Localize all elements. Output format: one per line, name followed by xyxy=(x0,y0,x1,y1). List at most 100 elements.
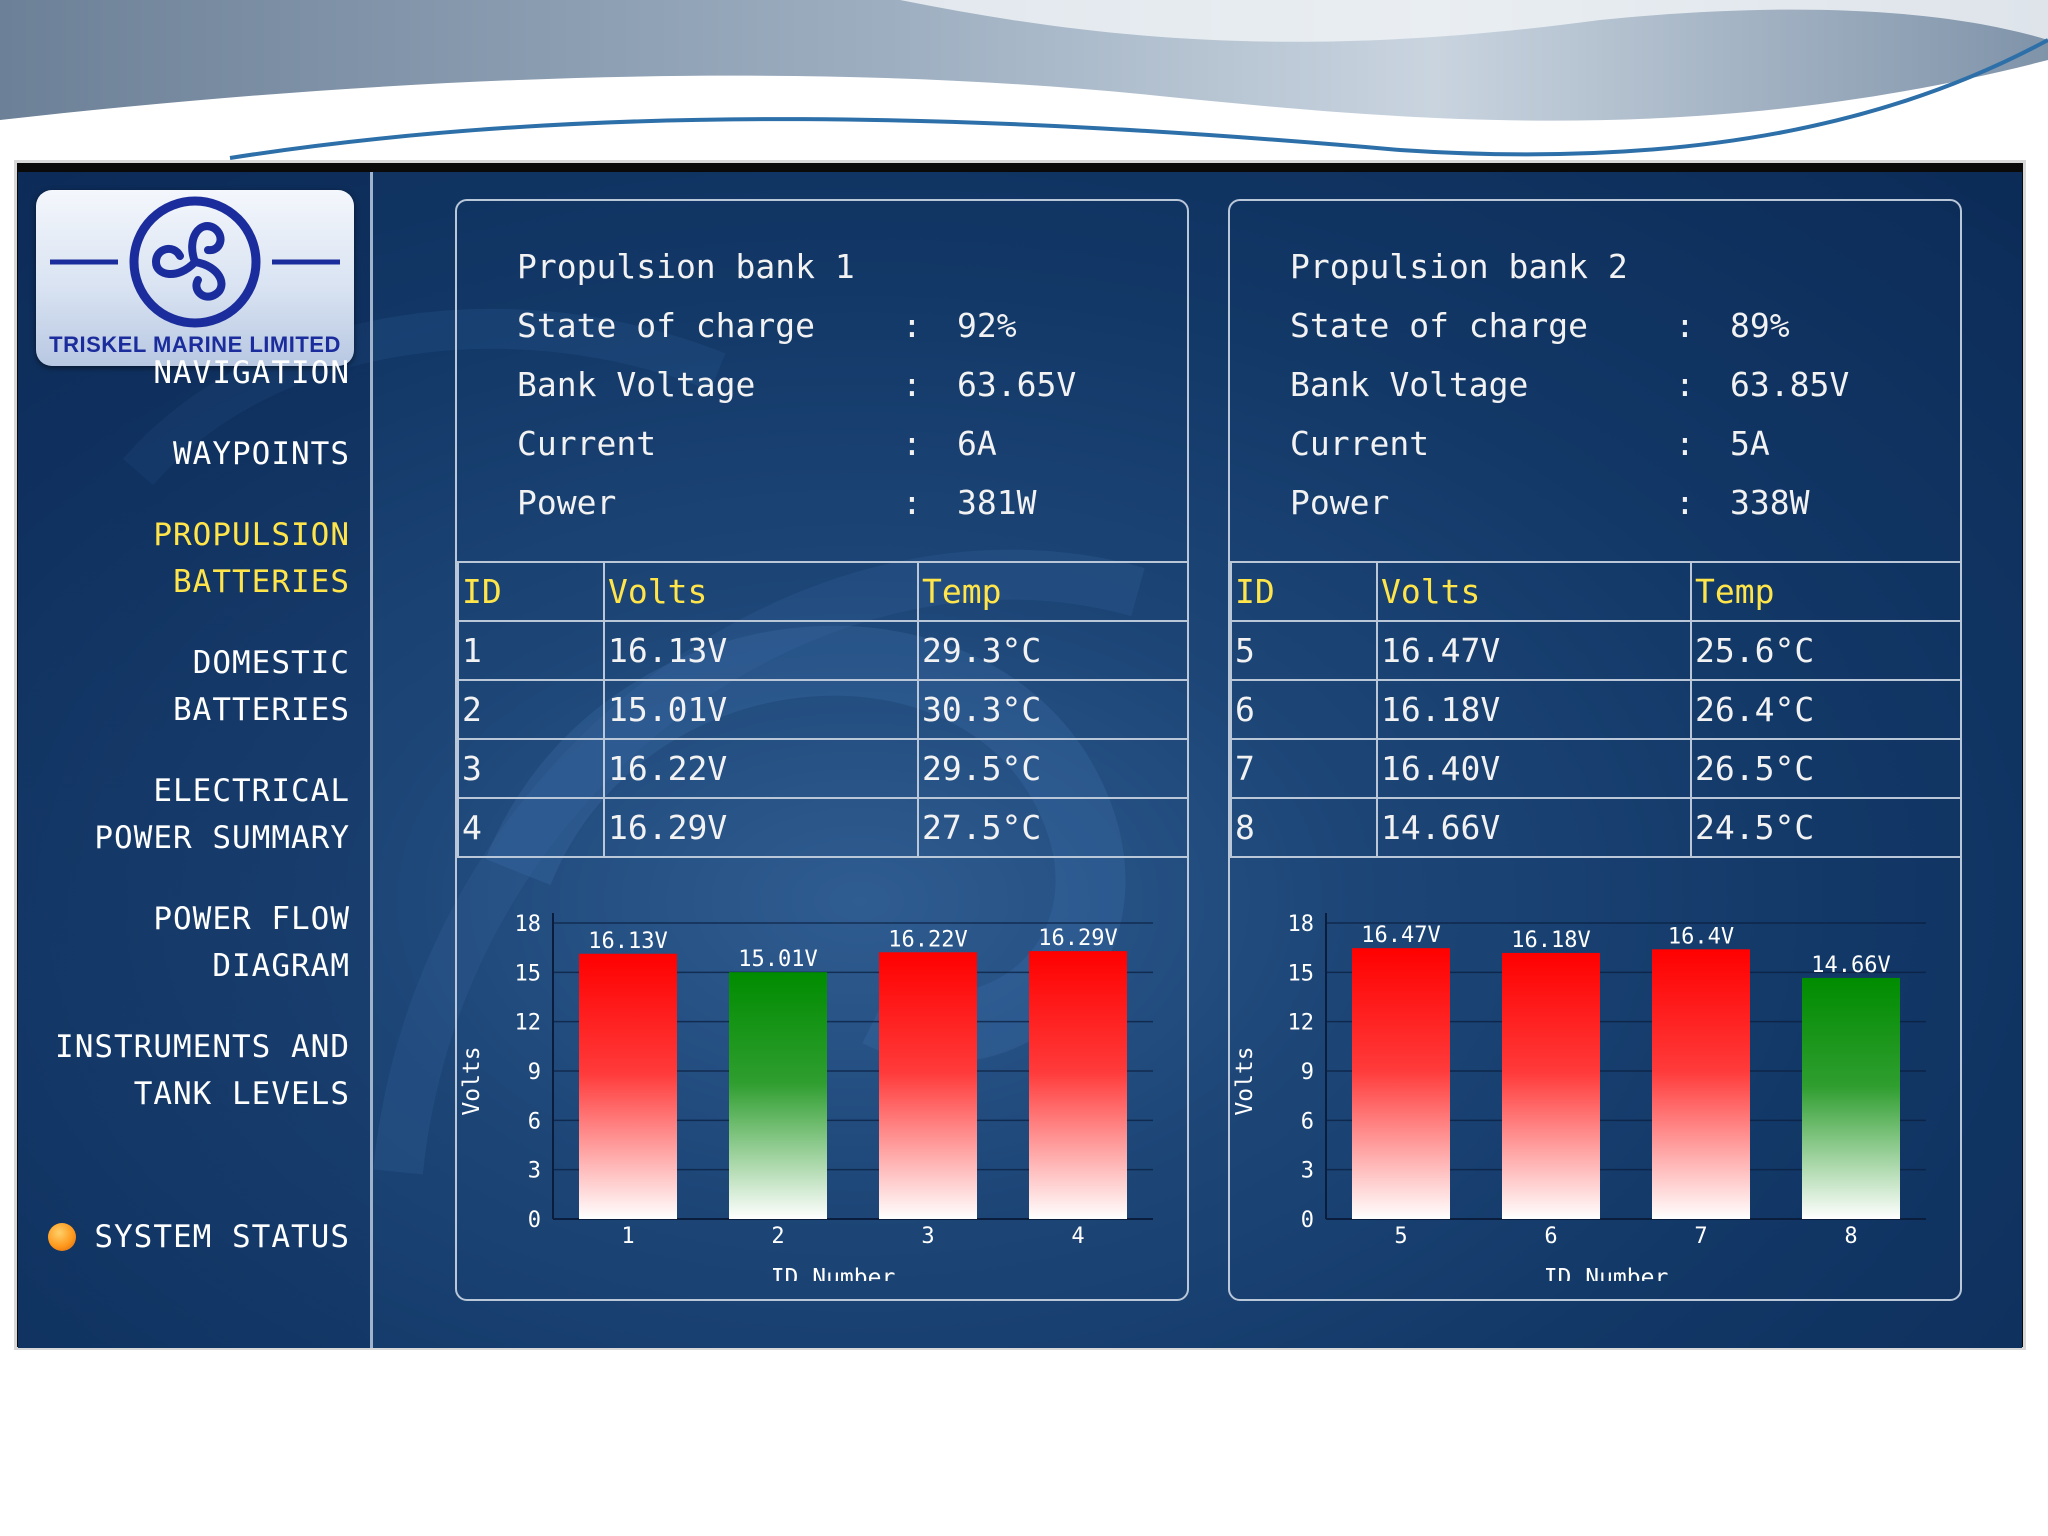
info-label: Bank Voltage xyxy=(517,365,756,404)
state-of-charge-value: 92% xyxy=(957,306,1017,345)
propulsion-batteries-screen: TRISKEL MARINE LIMITED NAVIGATION WAYPOI… xyxy=(18,172,2022,1348)
y-tick-label: 12 xyxy=(1288,1011,1315,1036)
x-tick-label: 5 xyxy=(1394,1224,1407,1249)
cell-volts: 16.22V xyxy=(603,738,919,799)
cell-id: 6 xyxy=(1230,679,1378,740)
cell-volts: 16.18V xyxy=(1376,679,1692,740)
header-banner xyxy=(0,0,2048,160)
power-value: 338W xyxy=(1730,483,1810,522)
column-header-volts: Volts xyxy=(603,561,919,622)
cell-volts: 16.47V xyxy=(1376,620,1692,681)
separator: : xyxy=(902,306,922,345)
nav-navigation[interactable]: NAVIGATION xyxy=(153,355,350,391)
cell-table: ID Volts Temp 1 16.13V 29.3°C 2 15.01V 30.3°… xyxy=(457,561,1189,858)
bar-value-label: 16.4V xyxy=(1668,924,1734,949)
company-name: TRISKEL MARINE LIMITED xyxy=(49,332,341,357)
column-header-id: ID xyxy=(1230,561,1378,622)
cell-temp: 26.5°C xyxy=(1690,738,1962,799)
cell-id: 3 xyxy=(457,738,605,799)
bank-1-voltage-chart: 0 3 6 9 12 15 18 16.13V 1 15.01V 2 16.22V 3 16.29V 4 ID… xyxy=(459,912,1153,1281)
bar-value-label: 16.47V xyxy=(1361,923,1440,948)
x-tick-label: 3 xyxy=(921,1224,934,1249)
x-tick-label: 2 xyxy=(771,1224,784,1249)
bank-2-summary: Propulsion bank 2 State of charge:89% Ba… xyxy=(1290,237,1930,532)
current-value: 6A xyxy=(957,424,997,463)
cell-id: 7 xyxy=(1230,738,1378,799)
column-header-volts: Volts xyxy=(1376,561,1692,622)
nav-propulsion-batteries[interactable]: PROPULSION BATTERIES xyxy=(153,517,350,600)
bank-voltage-value: 63.65V xyxy=(957,365,1077,404)
y-tick-label: 3 xyxy=(528,1159,541,1184)
x-tick-label: 4 xyxy=(1071,1224,1084,1249)
column-header-temp: Temp xyxy=(1690,561,1962,622)
cell-temp: 30.3°C xyxy=(917,679,1189,740)
info-label: Power xyxy=(1290,483,1390,522)
propulsion-bank-1-panel: Propulsion bank 1 State of charge:92% Ba… xyxy=(455,199,1189,1301)
table-row: 8 14.66V 24.5°C xyxy=(1230,797,1962,858)
company-logo: TRISKEL MARINE LIMITED xyxy=(36,190,354,366)
table-row: 7 16.40V 26.5°C xyxy=(1230,738,1962,799)
cell-volts: 14.66V xyxy=(1376,797,1692,858)
y-tick-label: 15 xyxy=(515,961,542,986)
cell-id: 8 xyxy=(1230,797,1378,858)
x-tick-label: 7 xyxy=(1694,1224,1707,1249)
column-header-temp: Temp xyxy=(917,561,1189,622)
y-tick-label: 9 xyxy=(528,1060,541,1085)
cell-id: 4 xyxy=(457,797,605,858)
propulsion-bank-2-panel: Propulsion bank 2 State of charge:89% Ba… xyxy=(1228,199,1962,1301)
y-tick-label: 6 xyxy=(1301,1109,1314,1134)
info-label: Bank Voltage xyxy=(1290,365,1529,404)
separator: : xyxy=(1675,306,1695,345)
cell-temp: 25.6°C xyxy=(1690,620,1962,681)
nav-power-flow-diagram[interactable]: POWER FLOW DIAGRAM xyxy=(153,901,350,984)
x-axis-label: ID Number xyxy=(1544,1265,1669,1281)
cell-temp: 24.5°C xyxy=(1690,797,1962,858)
y-tick-label: 0 xyxy=(528,1208,541,1233)
separator: : xyxy=(1675,424,1695,463)
separator: : xyxy=(902,365,922,404)
table-row: 4 16.29V 27.5°C xyxy=(457,797,1189,858)
nav-instruments-tank-levels[interactable]: INSTRUMENTS AND TANK LEVELS xyxy=(55,1029,350,1112)
bar-value-label: 16.29V xyxy=(1038,926,1117,951)
separator: : xyxy=(1675,483,1695,522)
bank-1-summary: Propulsion bank 1 State of charge:92% Ba… xyxy=(517,237,1157,532)
separator: : xyxy=(902,424,922,463)
power-value: 381W xyxy=(957,483,1037,522)
x-tick-label: 1 xyxy=(621,1224,634,1249)
info-label: Current xyxy=(517,424,657,463)
table-row: 5 16.47V 25.6°C xyxy=(1230,620,1962,681)
bar xyxy=(729,972,827,1219)
x-tick-label: 6 xyxy=(1544,1224,1557,1249)
y-tick-label: 12 xyxy=(515,1011,542,1036)
cell-table: ID Volts Temp 5 16.47V 25.6°C 6 16.18V 26.4°… xyxy=(1230,561,1962,858)
nav-electrical-power-summary[interactable]: ELECTRICAL POWER SUMMARY xyxy=(94,773,350,856)
nav-domestic-batteries[interactable]: DOMESTIC BATTERIES xyxy=(173,645,350,728)
y-tick-label: 9 xyxy=(1301,1060,1314,1085)
x-axis-label: ID Number xyxy=(771,1265,896,1281)
separator: : xyxy=(1675,365,1695,404)
y-tick-label: 15 xyxy=(1288,961,1315,986)
nav-waypoints[interactable]: WAYPOINTS xyxy=(173,436,350,472)
cell-id: 2 xyxy=(457,679,605,740)
bar-value-label: 15.01V xyxy=(738,947,817,972)
bar xyxy=(1502,952,1600,1219)
triskelion-icon xyxy=(50,196,340,328)
cell-temp: 27.5°C xyxy=(917,797,1189,858)
bar-value-label: 16.22V xyxy=(888,927,967,952)
y-tick-label: 6 xyxy=(528,1109,541,1134)
nav-system-status[interactable]: SYSTEM STATUS xyxy=(94,1219,350,1255)
separator: : xyxy=(902,483,922,522)
bar-value-label: 14.66V xyxy=(1811,953,1890,978)
cell-temp: 29.3°C xyxy=(917,620,1189,681)
bar-value-label: 16.18V xyxy=(1511,928,1590,953)
cell-id: 5 xyxy=(1230,620,1378,681)
cell-volts: 16.13V xyxy=(603,620,919,681)
y-axis-label: Volts xyxy=(1232,1046,1258,1115)
cell-id: 1 xyxy=(457,620,605,681)
y-tick-label: 3 xyxy=(1301,1159,1314,1184)
cell-temp: 29.5°C xyxy=(917,738,1189,799)
bar-value-label: 16.13V xyxy=(588,929,667,954)
bar xyxy=(1652,949,1750,1219)
system-status-indicator-icon xyxy=(48,1223,76,1251)
bar xyxy=(579,953,677,1219)
